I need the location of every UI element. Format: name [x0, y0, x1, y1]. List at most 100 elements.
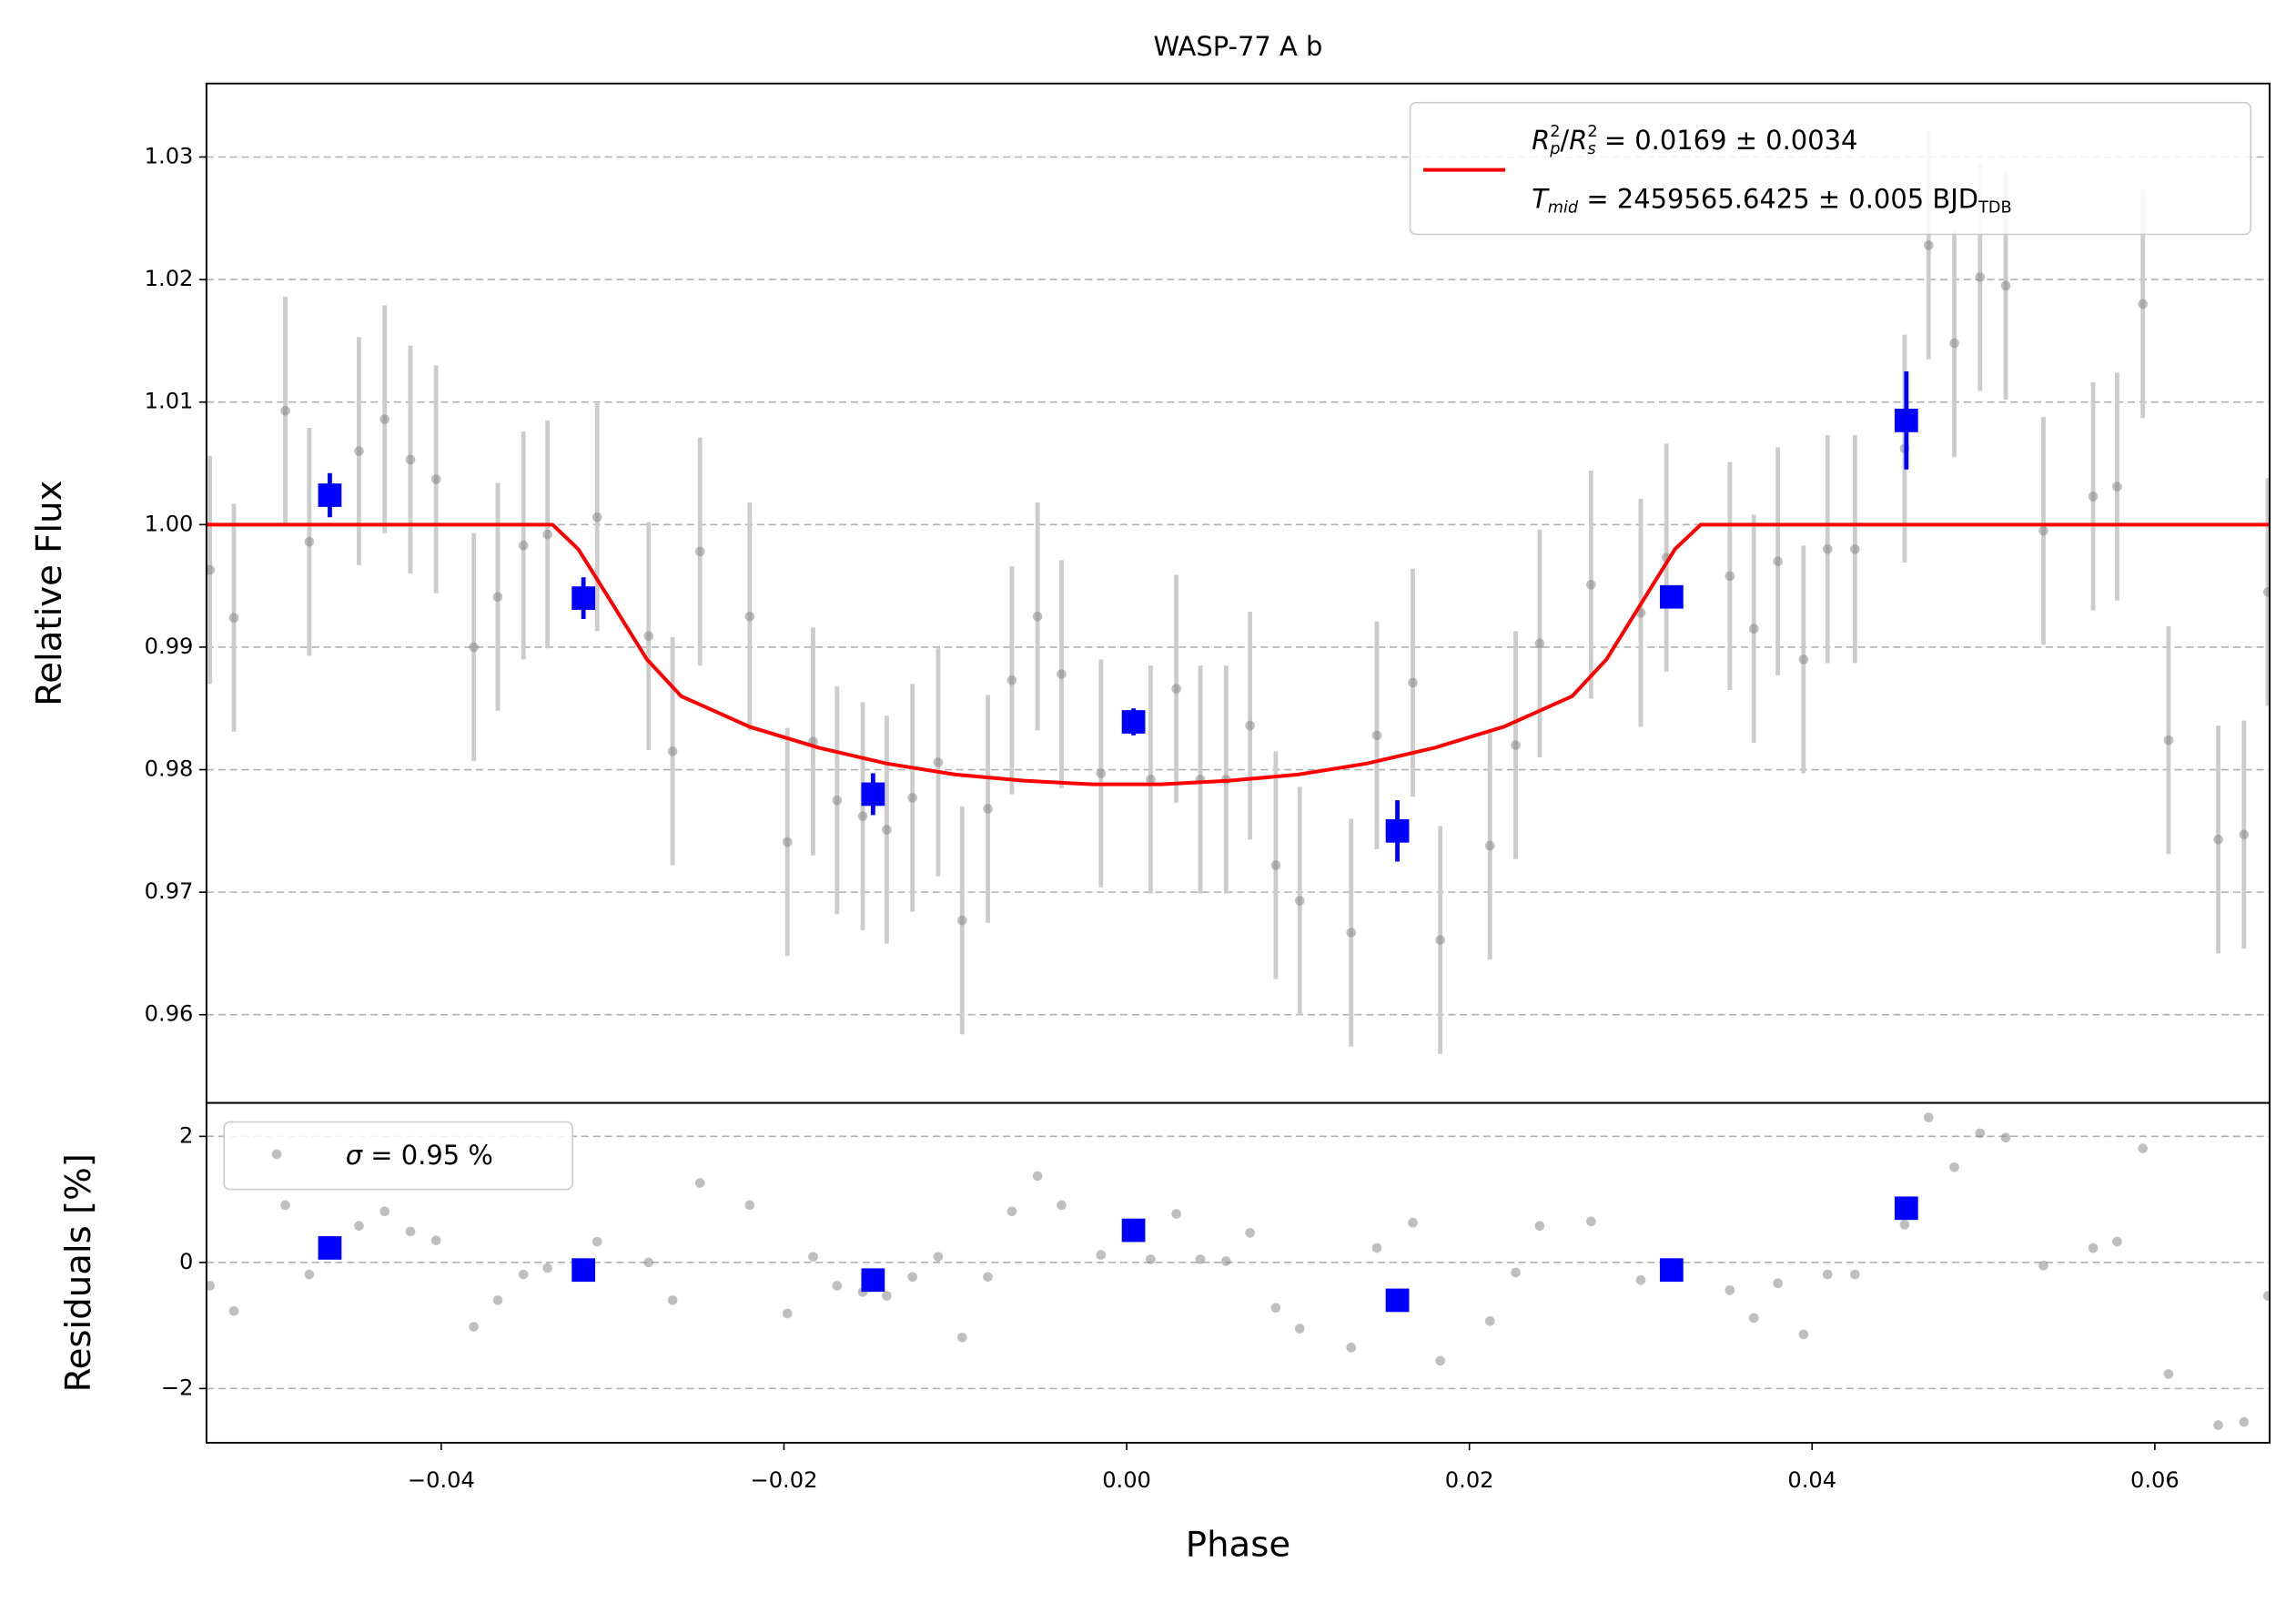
binned-point	[571, 586, 596, 610]
binned-point	[571, 1258, 596, 1283]
data-point	[808, 1252, 818, 1262]
x-tick-label: 0.02	[1445, 1467, 1494, 1493]
data-point	[1220, 1256, 1231, 1266]
legend-text-part: = 0.0169 ± 0.0034	[1596, 125, 1858, 156]
data-point	[1057, 1200, 1067, 1211]
data-point	[518, 1269, 529, 1280]
data-point	[304, 536, 315, 547]
data-point	[956, 915, 967, 926]
data-point	[1635, 1274, 1646, 1285]
y-tick-label: 0.98	[145, 756, 194, 782]
plot-area	[206, 83, 2271, 1103]
x-tick-label: −0.04	[408, 1467, 475, 1493]
x-tick-label: −0.02	[750, 1467, 817, 1493]
chart-title: WASP-77 A b	[1153, 31, 1322, 62]
binned-point	[861, 1268, 885, 1293]
data-point	[2112, 1236, 2122, 1247]
data-point	[1032, 611, 1043, 622]
data-point	[1924, 240, 1934, 250]
data-point	[1435, 935, 1445, 945]
data-point	[206, 564, 215, 575]
y-tick-label: 0.97	[145, 878, 194, 904]
data-point	[379, 1206, 390, 1217]
data-point	[1899, 1220, 1910, 1230]
y-tick-label: 1.02	[145, 266, 194, 291]
data-point	[1096, 1250, 1107, 1260]
legend-text-part: 2	[1587, 123, 1597, 141]
data-point	[1245, 1228, 1255, 1238]
binned-point	[318, 1236, 342, 1260]
data-point	[1748, 1313, 1759, 1324]
y-tick-label: 0	[179, 1249, 193, 1274]
data-point	[1006, 675, 1017, 685]
data-point	[542, 1263, 552, 1273]
data-point	[857, 811, 868, 821]
y-tick-label: 0.99	[145, 634, 194, 659]
data-point	[1822, 1269, 1833, 1280]
data-point	[907, 1272, 917, 1283]
data-point	[2038, 1261, 2048, 1271]
data-point	[2262, 1291, 2271, 1301]
binned-point	[1385, 1288, 1410, 1313]
data-point	[1408, 1217, 1418, 1228]
data-point	[1006, 1206, 1017, 1217]
data-point	[983, 804, 993, 814]
data-point	[882, 1291, 892, 1301]
data-point	[1725, 1285, 1735, 1295]
data-point	[354, 446, 364, 456]
data-point	[694, 1178, 705, 1188]
data-point	[405, 454, 416, 465]
data-point	[1850, 543, 1860, 554]
data-point	[492, 592, 503, 603]
data-point	[1032, 1171, 1043, 1182]
x-axis-label: Phase	[1186, 1525, 1290, 1566]
legend-text-part: = 0.95 %	[362, 1140, 493, 1171]
x-tick-label: 0.04	[1787, 1467, 1836, 1493]
legend-label: R2 p/R2 s = 0.0169 ± 0.0034	[1532, 123, 1857, 158]
data-point	[1146, 774, 1156, 785]
binned-point	[1121, 1218, 1146, 1243]
legend-text-part: p	[1549, 140, 1560, 158]
data-point	[2138, 299, 2149, 309]
data-point	[2000, 280, 2011, 291]
data-point	[1096, 768, 1107, 778]
y-tick-label: 1.03	[145, 144, 194, 169]
binned-point	[1659, 584, 1684, 609]
legend-text-part: R	[1569, 125, 1587, 156]
data-point	[1146, 1254, 1156, 1264]
data-point	[1586, 579, 1596, 590]
data-point	[1346, 928, 1357, 938]
data-point	[592, 512, 602, 522]
data-point	[1484, 840, 1495, 851]
data-point	[405, 1226, 416, 1237]
binned-point	[1894, 409, 1918, 432]
data-point	[280, 405, 290, 416]
legend-text-part: σ	[346, 1140, 364, 1171]
x-tick-label: 0.00	[1102, 1467, 1151, 1493]
legend-box	[223, 1121, 573, 1191]
plot-content	[206, 131, 2271, 1054]
data-point	[430, 474, 441, 484]
data-point	[1586, 1216, 1596, 1227]
data-point	[2112, 482, 2122, 492]
data-point	[2088, 492, 2099, 502]
data-point	[518, 540, 529, 551]
data-point	[933, 757, 944, 767]
data-point	[206, 1281, 215, 1291]
legend-text-part: T	[1532, 183, 1550, 214]
data-point	[2088, 1243, 2099, 1253]
data-point	[2239, 1416, 2250, 1427]
binned-point	[861, 782, 885, 807]
data-point	[1534, 1221, 1545, 1232]
data-point	[956, 1332, 967, 1343]
data-point	[782, 1308, 793, 1319]
data-point	[2213, 1420, 2223, 1430]
data-point	[643, 1257, 654, 1268]
data-point	[1949, 338, 1959, 349]
data-point	[1798, 654, 1809, 665]
data-point	[430, 1235, 441, 1245]
data-point	[983, 1272, 993, 1283]
y-tick-label: 1.00	[145, 511, 194, 536]
data-point	[1534, 638, 1545, 649]
